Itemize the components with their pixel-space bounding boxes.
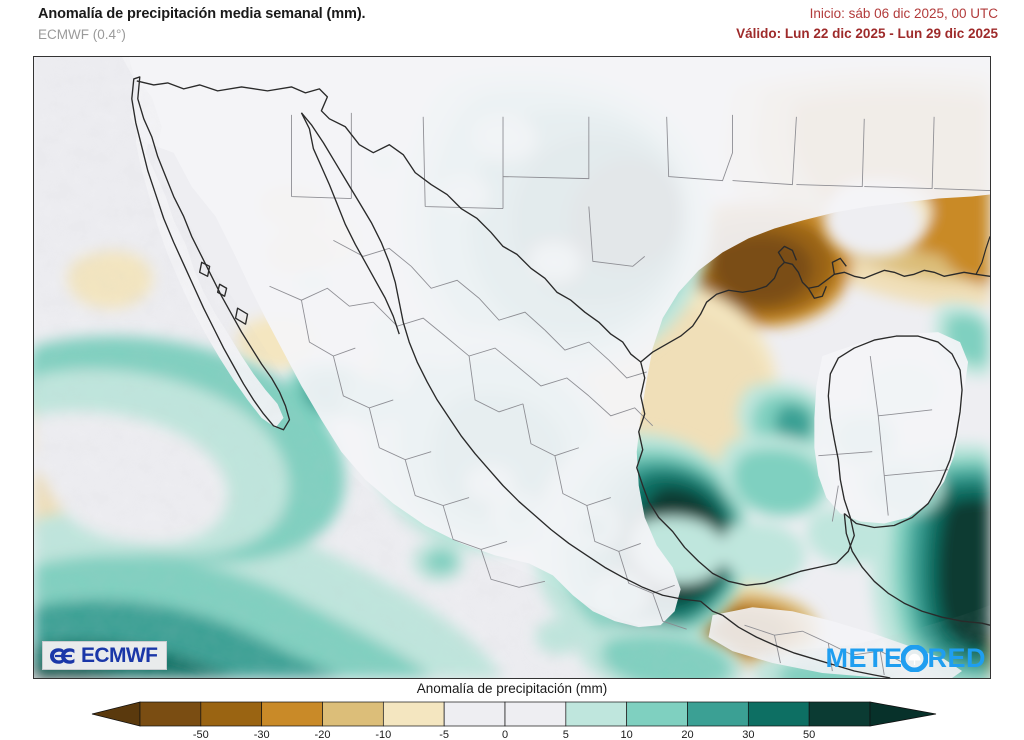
colorbar[interactable]: -50 -30 -20 -10 -5 0 5 10 20 30 50: [80, 700, 944, 740]
run-valid-text: Válido: Lun 22 dic 2025 - Lun 29 dic 202…: [736, 26, 998, 41]
colorbar-tick-labels: -50 -30 -20 -10 -5 0 5 10 20 30 50: [193, 729, 815, 740]
colorbar-over-arrow: [869, 701, 937, 727]
ecmwf-logo: ECMWF: [42, 641, 168, 670]
run-init-text: Inicio: sáb 06 dic 2025, 00 UTC: [809, 6, 998, 21]
meteored-text-left: METE: [825, 643, 903, 673]
colorbar-under-arrow: [91, 701, 141, 727]
colorbar-tick-label: 0: [502, 729, 508, 740]
meteored-text-right: RED: [927, 643, 986, 673]
meteored-umbrella-o-icon: [901, 645, 929, 672]
anomaly-field-layer: [34, 57, 990, 678]
colorbar-segment: [382, 701, 445, 727]
colorbar-segment: [626, 701, 688, 727]
colorbar-segment: [808, 701, 871, 727]
state-borders: [269, 112, 990, 676]
coastlines-and-international-borders: [131, 76, 990, 678]
title-block: Anomalía de precipitación media semanal …: [38, 6, 366, 44]
meteored-logo-text: METE RED: [825, 645, 986, 672]
colorbar-tick-label: 5: [563, 729, 569, 740]
colorbar-block: Anomalía de precipitación (mm) -50 -30 -20…: [0, 681, 1024, 740]
colorbar-segments: [91, 701, 937, 727]
colorbar-tick-label: -10: [375, 729, 391, 740]
colorbar-tick-label: -20: [315, 729, 331, 740]
colorbar-segment: [747, 701, 810, 727]
ecmwf-cc-mark-icon: [50, 647, 75, 664]
ecmwf-logo-text: ECMWF: [81, 644, 158, 667]
colorbar-tick-label: 10: [621, 729, 633, 740]
colorbar-tick-label: 20: [681, 729, 693, 740]
colorbar-segment: [687, 701, 749, 727]
colorbar-segment: [139, 701, 202, 727]
colorbar-segment: [565, 701, 628, 727]
southeast-us-coastline: [975, 236, 990, 275]
colorbar-segment: [504, 701, 567, 727]
colorbar-tick-label: -30: [254, 729, 270, 740]
colorbar-tick-label: 50: [803, 729, 815, 740]
meteored-logo: METE RED: [825, 645, 986, 672]
page-title: Anomalía de precipitación media semanal …: [38, 6, 366, 22]
colorbar-tick-label: 30: [742, 729, 754, 740]
colorbar-segment: [322, 701, 384, 727]
colorbar-title: Anomalía de precipitación (mm): [416, 681, 608, 696]
model-subtitle: ECMWF (0.4°): [38, 27, 126, 42]
precipitation-anomaly-map[interactable]: [34, 57, 990, 678]
run-info-block: Inicio: sáb 06 dic 2025, 00 UTC Válido: …: [736, 5, 998, 43]
colorbar-segment: [443, 701, 506, 727]
colorbar-tick-label: -50: [193, 729, 209, 740]
header: Anomalía de precipitación media semanal …: [0, 0, 1024, 54]
colorbar-segment: [261, 701, 323, 727]
colorbar-tick-label: -5: [439, 729, 449, 740]
colorbar-segment: [200, 701, 263, 727]
map-panel[interactable]: ECMWF METE RED: [33, 56, 991, 679]
